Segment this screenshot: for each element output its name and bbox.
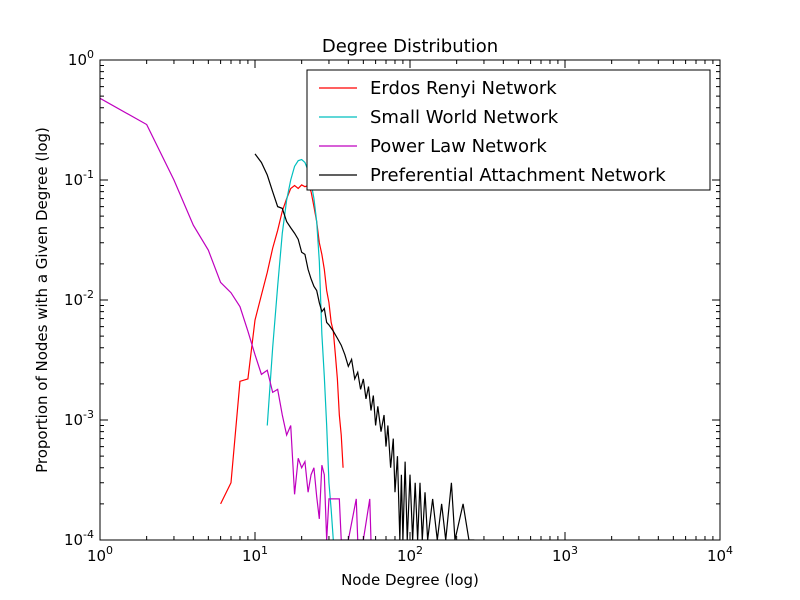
legend-label: Erdos Renyi Network xyxy=(370,78,557,99)
y-tick-label: 10-2 xyxy=(64,288,94,309)
legend-label: Small World Network xyxy=(370,107,559,128)
y-axis: 10-4 10-3 10-2 10-1 100 xyxy=(64,48,720,549)
y-axis-label: Proportion of Nodes with a Given Degree … xyxy=(33,127,51,473)
legend-frame xyxy=(306,69,711,191)
series-line-1 xyxy=(266,158,334,540)
legend: Erdos Renyi Network Small World Network Po… xyxy=(306,69,711,191)
x-tick-label: 100 xyxy=(87,544,113,565)
x-tick-label: 104 xyxy=(707,544,733,565)
x-tick-label: 102 xyxy=(397,544,423,565)
x-tick-label: 101 xyxy=(242,544,268,565)
x-axis: 100 101 102 103 104 xyxy=(87,60,733,565)
y-tick-label: 10-3 xyxy=(64,408,94,429)
chart-title: Degree Distribution xyxy=(322,36,498,57)
series-line-2 xyxy=(100,97,372,540)
legend-label: Preferential Attachment Network xyxy=(370,165,666,186)
y-tick-label: 100 xyxy=(68,48,94,69)
legend-items: Erdos Renyi Network Small World Network Po… xyxy=(319,78,666,186)
legend-label: Power Law Network xyxy=(370,136,547,157)
series-line-3 xyxy=(254,153,475,540)
x-axis-label: Node Degree (log) xyxy=(341,571,479,589)
y-tick-label: 10-4 xyxy=(64,528,94,549)
x-tick-label: 103 xyxy=(552,544,578,565)
y-tick-label: 10-1 xyxy=(64,168,94,189)
